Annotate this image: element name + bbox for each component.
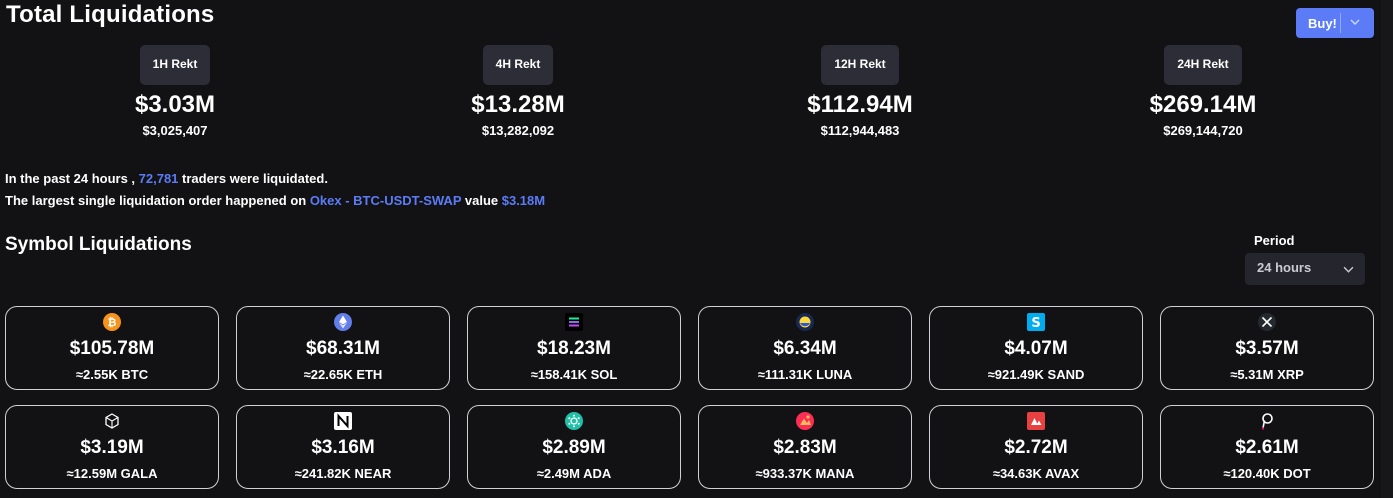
- near-icon: [334, 412, 352, 430]
- largest-exchange-link[interactable]: Okex - BTC-USDT-SWAP: [309, 193, 462, 208]
- period-select-value: 24 hours: [1257, 260, 1312, 275]
- symbol-amount: $6.34M: [773, 338, 837, 359]
- rekt-12h-exact: $112,944,483: [820, 123, 900, 138]
- largest-value: $3.18M: [501, 193, 546, 208]
- rekt-4h-exact: $13,282,092: [481, 123, 555, 138]
- symbol-card-near[interactable]: $3.16M ≈241.82K NEAR: [236, 405, 450, 489]
- luna-icon: [796, 313, 814, 331]
- page-title: Total Liquidations: [6, 1, 215, 28]
- symbol-quantity: ≈158.41K SOL: [530, 367, 618, 382]
- symbol-quantity: ≈2.55K BTC: [75, 367, 149, 382]
- symbol-amount: $2.83M: [773, 437, 837, 458]
- symbol-quantity: ≈111.31K LUNA: [757, 367, 853, 382]
- symbol-amount: $2.72M: [1004, 437, 1068, 458]
- summary-text: The largest single liquidation order hap…: [5, 193, 310, 208]
- symbol-amount: $2.89M: [542, 437, 606, 458]
- symbol-card-dot[interactable]: $2.61M ≈120.40K DOT: [1160, 405, 1374, 489]
- svg-text:S: S: [1031, 316, 1040, 331]
- summary-text: traders were liquidated.: [178, 171, 328, 186]
- symbol-card-ada[interactable]: $2.89M ≈2.49M ADA: [467, 405, 681, 489]
- symbol-amount: $18.23M: [537, 338, 611, 359]
- summary-line-traders: In the past 24 hours , 72,781 traders we…: [5, 168, 545, 190]
- rekt-24h-label: 24H Rekt: [1164, 45, 1242, 85]
- rekt-4h: 4H Rekt $13.28M $13,282,092: [418, 45, 618, 139]
- symbol-card-avax[interactable]: $2.72M ≈34.63K AVAX: [929, 405, 1143, 489]
- symbol-card-sol[interactable]: $18.23M ≈158.41K SOL: [467, 306, 681, 390]
- rekt-1h-value: $3.03M: [134, 91, 216, 118]
- symbol-amount: $105.78M: [69, 338, 155, 359]
- symbol-card-sand[interactable]: S $4.07M ≈921.49K SAND: [929, 306, 1143, 390]
- rekt-4h-label: 4H Rekt: [482, 45, 554, 85]
- symbol-card-eth[interactable]: $68.31M ≈22.65K ETH: [236, 306, 450, 390]
- symbol-card-xrp[interactable]: $3.57M ≈5.31M XRP: [1160, 306, 1374, 390]
- btc-icon: ₿: [103, 313, 121, 331]
- symbol-amount: $3.16M: [311, 437, 375, 458]
- chevron-down-icon: [1343, 266, 1354, 273]
- symbol-quantity: ≈5.31M XRP: [1230, 367, 1304, 382]
- chevron-down-icon: [1350, 19, 1360, 25]
- symbol-amount: $68.31M: [306, 338, 380, 359]
- xrp-icon: [1258, 313, 1276, 331]
- symbol-amount: $4.07M: [1004, 338, 1068, 359]
- period-label: Period: [1254, 233, 1295, 248]
- rekt-4h-value: $13.28M: [471, 91, 565, 118]
- symbol-quantity: ≈120.40K DOT: [1223, 466, 1311, 481]
- scrollbar[interactable]: [1381, 0, 1393, 498]
- buy-button[interactable]: Buy!: [1296, 8, 1374, 38]
- symbol-amount: $2.61M: [1235, 437, 1299, 458]
- traders-count-link[interactable]: 72,781: [138, 171, 179, 186]
- gala-icon: [103, 412, 121, 430]
- symbol-card-luna[interactable]: $6.34M ≈111.31K LUNA: [698, 306, 912, 390]
- symbol-amount: $3.57M: [1235, 338, 1299, 359]
- rekt-1h: 1H Rekt $3.03M $3,025,407: [75, 45, 275, 139]
- rekt-12h-value: $112.94M: [807, 91, 913, 118]
- symbol-quantity: ≈2.49M ADA: [536, 466, 612, 481]
- sand-icon: S: [1027, 313, 1045, 331]
- rekt-12h-label: 12H Rekt: [821, 45, 899, 85]
- symbol-amount: $3.19M: [80, 437, 144, 458]
- avax-icon: [1027, 412, 1045, 430]
- symbol-card-gala[interactable]: $3.19M ≈12.59M GALA: [5, 405, 219, 489]
- symbol-card-mana[interactable]: $2.83M ≈933.37K MANA: [698, 405, 912, 489]
- summary-line-largest: The largest single liquidation order hap…: [5, 190, 545, 212]
- rekt-24h: 24H Rekt $269.14M $269,144,720: [1103, 45, 1303, 139]
- buy-button-label: Buy!: [1308, 15, 1337, 31]
- summary-text: In the past 24 hours ,: [5, 171, 139, 186]
- rekt-24h-exact: $269,144,720: [1163, 123, 1243, 138]
- symbol-liquidations-title: Symbol Liquidations: [5, 234, 192, 255]
- ada-icon: [565, 412, 583, 430]
- summary-text: value: [461, 193, 502, 208]
- rekt-24h-value: $269.14M: [1149, 91, 1257, 118]
- period-select[interactable]: 24 hours: [1245, 253, 1365, 285]
- rekt-1h-exact: $3,025,407: [142, 123, 208, 138]
- dot-icon: [1261, 413, 1273, 430]
- symbol-quantity: ≈22.65K ETH: [303, 367, 383, 382]
- rekt-1h-label: 1H Rekt: [139, 45, 211, 85]
- symbol-quantity: ≈241.82K NEAR: [294, 466, 392, 481]
- rekt-12h: 12H Rekt $112.94M $112,944,483: [760, 45, 960, 139]
- symbol-quantity: ≈933.37K MANA: [755, 466, 855, 481]
- symbol-quantity: ≈921.49K SAND: [987, 367, 1085, 382]
- buy-button-divider: [1340, 13, 1341, 33]
- mana-icon: [796, 412, 814, 430]
- symbol-quantity: ≈12.59M GALA: [66, 466, 158, 481]
- symbol-card-btc[interactable]: ₿ $105.78M ≈2.55K BTC: [5, 306, 219, 390]
- svg-text:₿: ₿: [108, 316, 117, 329]
- eth-icon: [334, 313, 352, 331]
- sol-icon: [565, 313, 583, 331]
- symbol-quantity: ≈34.63K AVAX: [992, 466, 1080, 481]
- liquidation-summary: In the past 24 hours , 72,781 traders we…: [5, 168, 545, 212]
